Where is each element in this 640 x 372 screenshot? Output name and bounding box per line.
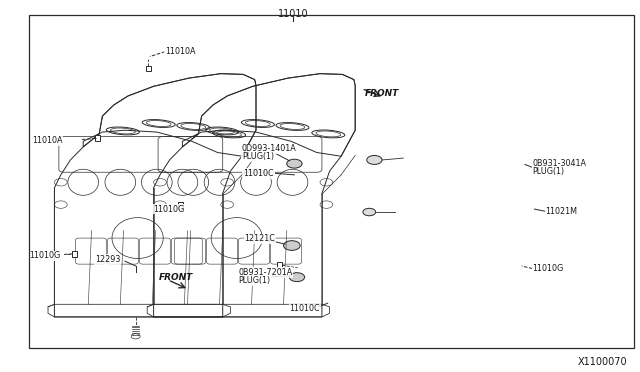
Bar	[29, 15, 634, 348]
Text: PLUG(1): PLUG(1)	[238, 276, 270, 285]
Text: X1100070: X1100070	[577, 357, 627, 366]
Text: FRONT: FRONT	[159, 273, 193, 282]
Text: PLUG(1): PLUG(1)	[532, 167, 564, 176]
Text: 0D993-1401A: 0D993-1401A	[242, 144, 297, 153]
Circle shape	[287, 159, 302, 168]
Circle shape	[367, 155, 382, 164]
Text: 12121C: 12121C	[244, 234, 275, 243]
Text: 0B931-7201A: 0B931-7201A	[238, 268, 292, 277]
Text: 11010A: 11010A	[32, 136, 63, 145]
Circle shape	[284, 241, 300, 250]
Bar	[95, 135, 100, 141]
Text: 11010G: 11010G	[29, 251, 61, 260]
Circle shape	[289, 273, 305, 282]
Text: 11010: 11010	[278, 9, 308, 19]
Text: 11021M: 11021M	[545, 207, 577, 216]
Text: 11010C: 11010C	[243, 169, 274, 178]
Text: FRONT: FRONT	[365, 89, 399, 98]
Text: PLUG(1): PLUG(1)	[242, 153, 274, 161]
Bar	[72, 251, 77, 257]
Bar	[277, 262, 282, 269]
Text: 0B931-3041A: 0B931-3041A	[532, 159, 586, 168]
Text: 11010G: 11010G	[532, 264, 564, 273]
Text: 11010A: 11010A	[165, 47, 196, 56]
Text: 12293: 12293	[95, 255, 120, 264]
Text: 11010G: 11010G	[154, 205, 185, 214]
Bar	[178, 202, 183, 209]
Bar	[146, 66, 151, 71]
Text: 11010C: 11010C	[289, 304, 320, 313]
Circle shape	[363, 208, 376, 216]
